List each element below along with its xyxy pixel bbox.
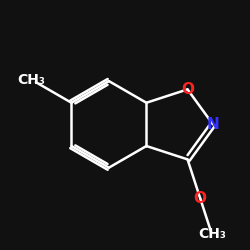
Text: O: O (194, 191, 207, 206)
Text: N: N (206, 117, 219, 132)
Text: CH₃: CH₃ (18, 73, 46, 87)
Text: O: O (181, 82, 194, 97)
Text: CH₃: CH₃ (198, 227, 226, 241)
